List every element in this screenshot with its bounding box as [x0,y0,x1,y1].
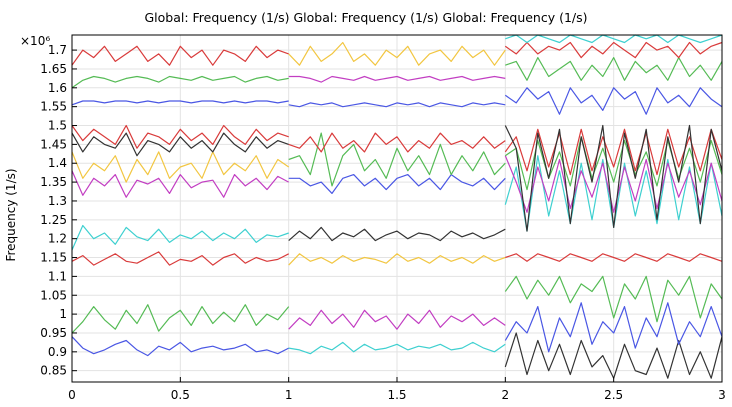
y-tick-label: 1.5 [48,119,67,133]
y-tick-label: 0.85 [40,364,67,378]
series-line-seg2-8 [288,102,506,108]
series-layer [71,34,723,379]
series-line-seg3-10 [504,87,723,115]
x-tick-label: 2.5 [604,388,623,402]
x-tick-label: 0 [68,388,76,402]
chart-title: Global: Frequency (1/s) Global: Frequenc… [144,10,588,25]
series-line-seg2-4 [288,226,506,242]
y-tick-label: 1.7 [48,43,67,57]
series-line-seg3-13 [505,34,723,44]
y-tick-label: 1.2 [48,232,67,246]
y-tick-label: 1.45 [40,137,67,151]
series-line-seg2-6 [288,132,506,187]
series-line-seg1-8 [71,124,289,149]
series-line-seg1-2 [71,304,290,334]
grid-layer [71,35,723,382]
series-line-seg2-2 [288,309,506,330]
series-line-seg2-1 [288,341,506,355]
series-line-seg1-6 [71,151,290,183]
series-line-seg2-3 [288,253,506,266]
series-line-seg1-7 [71,132,289,157]
y-tick-label: 0.95 [40,326,67,340]
series-line-seg1-4 [71,224,289,251]
y-tick-label: 1.6 [48,81,67,95]
x-tick-label: 1.5 [387,388,406,402]
x-tick-label: 2 [502,388,510,402]
series-line-seg3-4 [505,253,723,262]
series-line-seg2-9 [288,75,506,83]
y-tick-label: 0.9 [48,345,67,359]
series-line-seg1-1 [71,336,289,357]
axis-layer: 0 0.5 1 1.5 2 2.5 3 0.85 0.9 0.95 1 1.05 1.1 1.15 1.2 1… [40,43,726,402]
y-tick-label: 1.3 [48,194,67,208]
series-line-seg3-9 [504,124,723,232]
series-line-seg3-6 [504,155,723,213]
y-tick-label: 1.1 [48,269,67,283]
series-line-seg3-11 [505,56,723,81]
series-line-seg2-7 [288,132,506,153]
series-line-seg3-2 [504,302,723,353]
x-tick-label: 1 [285,388,293,402]
series-line-seg1-9 [71,100,289,106]
series-line-seg1-5 [71,170,289,198]
y-tick-label: 1.4 [48,156,67,170]
y-tick-label: 1.35 [40,175,67,189]
y-tick-label: 1.05 [40,288,67,302]
series-line-seg3-7 [504,136,723,191]
y-tick-label: 1.15 [40,251,67,265]
y-tick-label: 1 [59,307,67,321]
y-tick-label: 1.55 [40,100,67,114]
x-tick-label: 3 [718,388,726,402]
y-tick-label: 1.65 [40,62,67,76]
series-line-seg2-10 [288,41,506,66]
x-tick-label: 0.5 [171,388,190,402]
y-axis-multiplier: ×10⁶ [20,34,51,48]
series-line-seg2-5 [288,174,506,194]
series-line-seg1-11 [71,45,289,66]
series-line-seg3-12 [504,41,723,59]
y-tick-label: 1.25 [40,213,67,227]
series-line-seg1-10 [71,75,289,89]
series-line-seg3-3 [504,275,723,323]
series-line-seg1-3 [71,251,289,266]
